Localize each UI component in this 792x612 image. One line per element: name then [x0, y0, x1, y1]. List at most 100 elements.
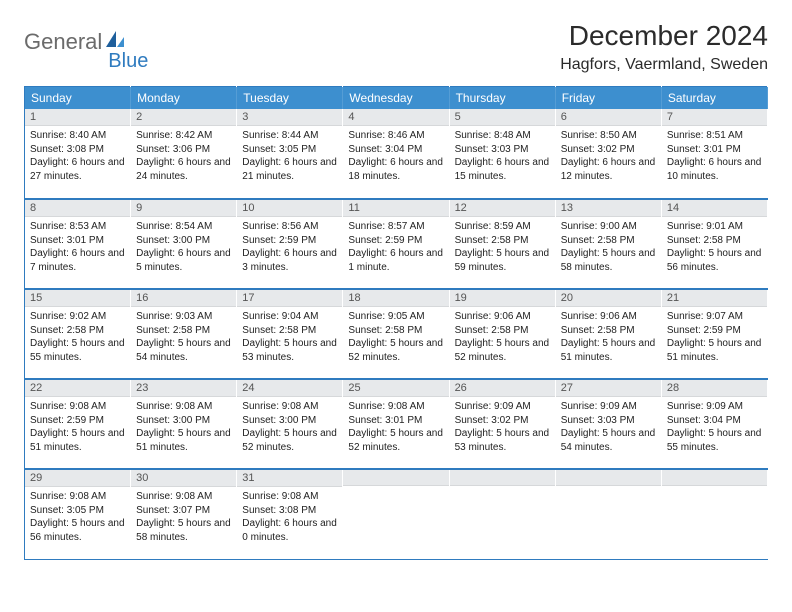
logo-text-general: General: [24, 29, 102, 55]
daylight-text: Daylight: 5 hours and 58 minutes.: [561, 247, 656, 274]
daylight-text: Daylight: 6 hours and 1 minute.: [348, 247, 443, 274]
calendar-day-cell: 30Sunrise: 9:08 AMSunset: 3:07 PMDayligh…: [131, 469, 237, 559]
day-number: 8: [25, 200, 130, 217]
logo-text-blue: Blue: [108, 50, 148, 73]
sunrise-text: Sunrise: 8:42 AM: [136, 129, 231, 143]
calendar-day-cell: 14Sunrise: 9:01 AMSunset: 2:58 PMDayligh…: [661, 199, 767, 289]
sunrise-text: Sunrise: 9:05 AM: [348, 310, 443, 324]
day-number: 27: [556, 380, 661, 397]
weekday-header: Wednesday: [343, 87, 449, 110]
day-details: Sunrise: 8:42 AMSunset: 3:06 PMDaylight:…: [131, 126, 236, 187]
day-number: 16: [131, 290, 236, 307]
sunrise-text: Sunrise: 9:09 AM: [455, 400, 550, 414]
day-number: 2: [131, 109, 236, 126]
calendar-week-row: 22Sunrise: 9:08 AMSunset: 2:59 PMDayligh…: [25, 379, 768, 469]
calendar-week-row: 29Sunrise: 9:08 AMSunset: 3:05 PMDayligh…: [25, 469, 768, 559]
calendar-day-cell: [343, 469, 449, 559]
day-number: 15: [25, 290, 130, 307]
day-details: Sunrise: 8:48 AMSunset: 3:03 PMDaylight:…: [450, 126, 555, 187]
day-details: Sunrise: 9:00 AMSunset: 2:58 PMDaylight:…: [556, 217, 661, 278]
calendar-day-cell: 16Sunrise: 9:03 AMSunset: 2:58 PMDayligh…: [131, 289, 237, 379]
daylight-text: Daylight: 5 hours and 56 minutes.: [30, 517, 125, 544]
sunset-text: Sunset: 3:08 PM: [242, 504, 337, 518]
weekday-header: Thursday: [449, 87, 555, 110]
sunset-text: Sunset: 3:02 PM: [455, 414, 550, 428]
title-block: December 2024 Hagfors, Vaermland, Sweden: [560, 20, 768, 74]
sunset-text: Sunset: 2:59 PM: [30, 414, 125, 428]
day-number: 22: [25, 380, 130, 397]
calendar-day-cell: 25Sunrise: 9:08 AMSunset: 3:01 PMDayligh…: [343, 379, 449, 469]
day-number: 1: [25, 109, 130, 126]
daylight-text: Daylight: 6 hours and 15 minutes.: [455, 156, 550, 183]
sunrise-text: Sunrise: 8:50 AM: [561, 129, 656, 143]
day-details: Sunrise: 8:57 AMSunset: 2:59 PMDaylight:…: [343, 217, 448, 278]
day-details: Sunrise: 9:08 AMSunset: 3:07 PMDaylight:…: [131, 487, 236, 548]
sunset-text: Sunset: 3:03 PM: [561, 414, 656, 428]
daylight-text: Daylight: 6 hours and 12 minutes.: [561, 156, 656, 183]
day-details: Sunrise: 9:08 AMSunset: 3:01 PMDaylight:…: [343, 397, 448, 458]
daylight-text: Daylight: 6 hours and 0 minutes.: [242, 517, 337, 544]
day-details: Sunrise: 9:08 AMSunset: 2:59 PMDaylight:…: [25, 397, 130, 458]
daylight-text: Daylight: 5 hours and 51 minutes.: [136, 427, 231, 454]
day-number: 11: [343, 200, 448, 217]
calendar-day-cell: 12Sunrise: 8:59 AMSunset: 2:58 PMDayligh…: [449, 199, 555, 289]
sunset-text: Sunset: 3:01 PM: [30, 234, 125, 248]
calendar-day-cell: 5Sunrise: 8:48 AMSunset: 3:03 PMDaylight…: [449, 109, 555, 199]
sunrise-text: Sunrise: 9:00 AM: [561, 220, 656, 234]
daylight-text: Daylight: 5 hours and 54 minutes.: [561, 427, 656, 454]
sunrise-text: Sunrise: 9:08 AM: [136, 400, 231, 414]
day-number: 19: [450, 290, 555, 307]
day-number: 31: [237, 470, 342, 487]
day-details: Sunrise: 9:09 AMSunset: 3:03 PMDaylight:…: [556, 397, 661, 458]
daylight-text: Daylight: 5 hours and 51 minutes.: [667, 337, 762, 364]
day-details: Sunrise: 9:04 AMSunset: 2:58 PMDaylight:…: [237, 307, 342, 368]
sunrise-text: Sunrise: 9:03 AM: [136, 310, 231, 324]
daylight-text: Daylight: 5 hours and 58 minutes.: [136, 517, 231, 544]
day-details: [556, 486, 661, 493]
day-details: Sunrise: 8:59 AMSunset: 2:58 PMDaylight:…: [450, 217, 555, 278]
day-details: Sunrise: 8:51 AMSunset: 3:01 PMDaylight:…: [662, 126, 767, 187]
sunset-text: Sunset: 2:58 PM: [30, 324, 125, 338]
daylight-text: Daylight: 5 hours and 51 minutes.: [561, 337, 656, 364]
calendar-day-cell: 26Sunrise: 9:09 AMSunset: 3:02 PMDayligh…: [449, 379, 555, 469]
sunset-text: Sunset: 3:04 PM: [348, 143, 443, 157]
day-details: Sunrise: 8:54 AMSunset: 3:00 PMDaylight:…: [131, 217, 236, 278]
calendar-day-cell: 8Sunrise: 8:53 AMSunset: 3:01 PMDaylight…: [25, 199, 131, 289]
sunrise-text: Sunrise: 8:57 AM: [348, 220, 443, 234]
weekday-header: Tuesday: [237, 87, 343, 110]
day-details: [450, 486, 555, 493]
sunrise-text: Sunrise: 9:08 AM: [136, 490, 231, 504]
daylight-text: Daylight: 5 hours and 53 minutes.: [242, 337, 337, 364]
sunset-text: Sunset: 3:02 PM: [561, 143, 656, 157]
weekday-header: Monday: [131, 87, 237, 110]
sunset-text: Sunset: 3:04 PM: [667, 414, 762, 428]
calendar-day-cell: 21Sunrise: 9:07 AMSunset: 2:59 PMDayligh…: [661, 289, 767, 379]
calendar-day-cell: 24Sunrise: 9:08 AMSunset: 3:00 PMDayligh…: [237, 379, 343, 469]
sunset-text: Sunset: 2:59 PM: [348, 234, 443, 248]
daylight-text: Daylight: 5 hours and 51 minutes.: [30, 427, 125, 454]
location-subtitle: Hagfors, Vaermland, Sweden: [560, 56, 768, 74]
daylight-text: Daylight: 6 hours and 5 minutes.: [136, 247, 231, 274]
day-number: 14: [662, 200, 767, 217]
sunrise-text: Sunrise: 8:59 AM: [455, 220, 550, 234]
calendar-day-cell: 13Sunrise: 9:00 AMSunset: 2:58 PMDayligh…: [555, 199, 661, 289]
sunrise-text: Sunrise: 9:04 AM: [242, 310, 337, 324]
sunset-text: Sunset: 3:00 PM: [242, 414, 337, 428]
calendar-day-cell: 2Sunrise: 8:42 AMSunset: 3:06 PMDaylight…: [131, 109, 237, 199]
sunset-text: Sunset: 2:59 PM: [667, 324, 762, 338]
day-details: Sunrise: 9:09 AMSunset: 3:04 PMDaylight:…: [662, 397, 767, 458]
daylight-text: Daylight: 5 hours and 55 minutes.: [667, 427, 762, 454]
header: General Blue December 2024 Hagfors, Vaer…: [24, 20, 768, 74]
day-number: 29: [25, 470, 130, 487]
day-number: 6: [556, 109, 661, 126]
daylight-text: Daylight: 5 hours and 53 minutes.: [455, 427, 550, 454]
day-details: Sunrise: 8:56 AMSunset: 2:59 PMDaylight:…: [237, 217, 342, 278]
sunset-text: Sunset: 3:01 PM: [348, 414, 443, 428]
calendar-day-cell: 15Sunrise: 9:02 AMSunset: 2:58 PMDayligh…: [25, 289, 131, 379]
day-details: Sunrise: 8:53 AMSunset: 3:01 PMDaylight:…: [25, 217, 130, 278]
daylight-text: Daylight: 6 hours and 21 minutes.: [242, 156, 337, 183]
sunrise-text: Sunrise: 9:09 AM: [561, 400, 656, 414]
weekday-header: Sunday: [25, 87, 131, 110]
day-details: [662, 486, 767, 493]
calendar-day-cell: 18Sunrise: 9:05 AMSunset: 2:58 PMDayligh…: [343, 289, 449, 379]
